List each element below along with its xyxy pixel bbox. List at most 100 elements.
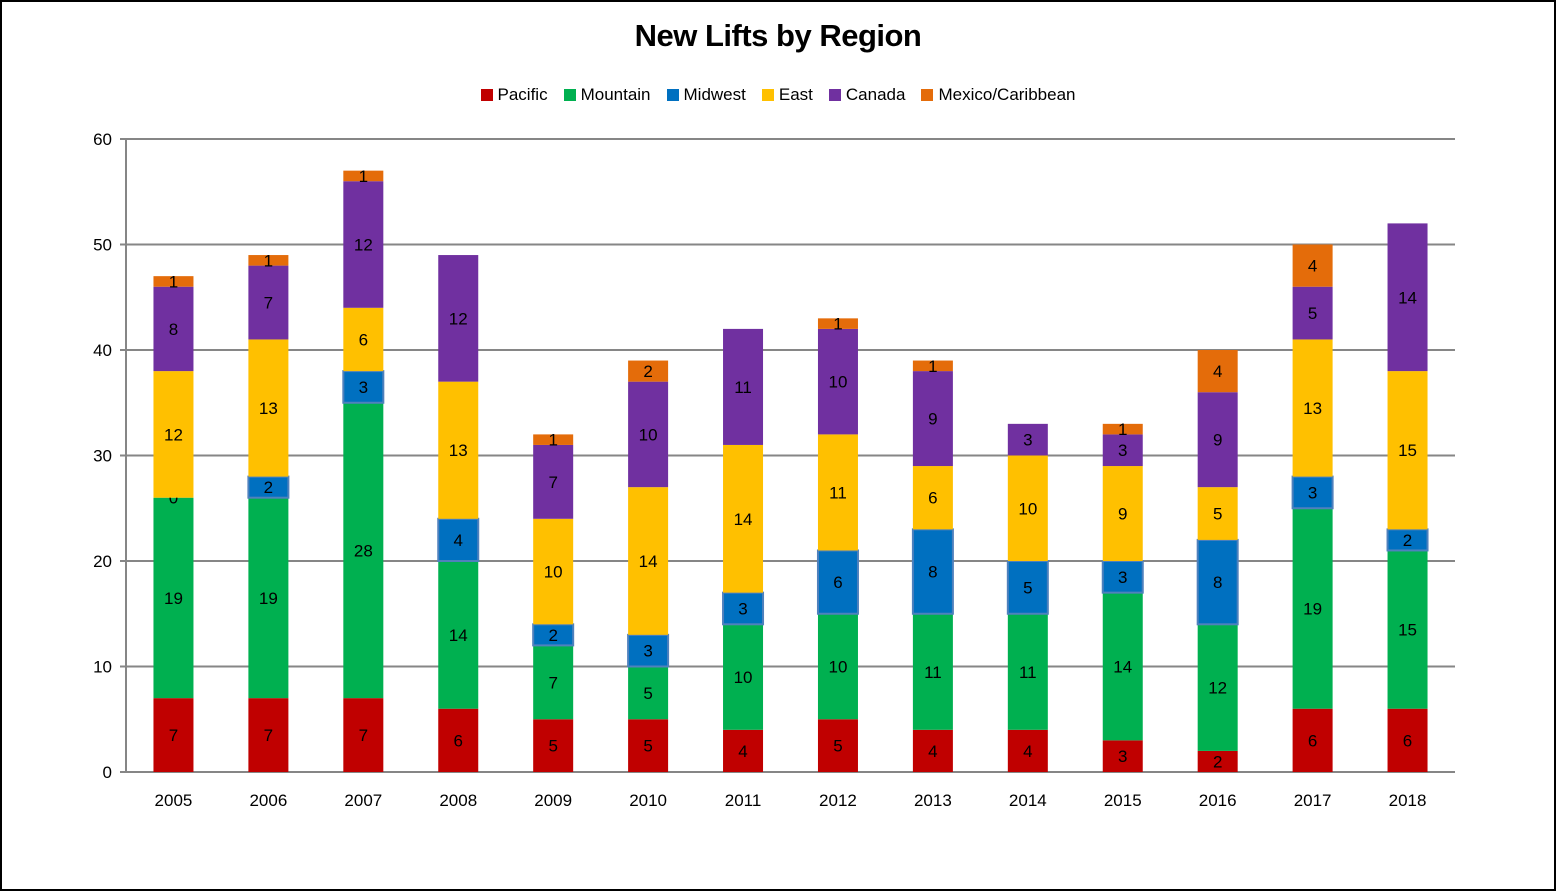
data-label: 9 [1118, 505, 1127, 524]
data-label: 12 [164, 425, 183, 444]
data-label: 14 [639, 552, 658, 571]
y-tick-label: 0 [103, 763, 112, 782]
x-tick-label: 2009 [534, 791, 572, 810]
legend-item-pacific: Pacific [480, 85, 548, 105]
data-label: 10 [734, 668, 753, 687]
data-label: 11 [829, 483, 847, 502]
data-label: 3 [359, 378, 368, 397]
data-label: 3 [1118, 747, 1127, 766]
data-label: 9 [928, 410, 937, 429]
legend-label: East [778, 85, 813, 104]
bar-segment-canada [723, 328, 764, 445]
data-label: 5 [1308, 304, 1317, 323]
data-label: 2 [1213, 752, 1222, 771]
data-label: 19 [259, 589, 278, 608]
bar-segment-mexico-caribbean [1102, 423, 1143, 435]
bar-segment-pacific [1007, 729, 1048, 772]
data-label: 5 [1023, 578, 1032, 597]
data-label: 19 [164, 589, 183, 608]
chart-title: New Lifts by Region [634, 18, 922, 53]
x-tick-label: 2007 [344, 791, 382, 810]
bar-segment-mexico-caribbean [817, 318, 858, 329]
data-label: 4 [1213, 362, 1222, 381]
bar-segment-canada [817, 328, 858, 435]
data-label: 3 [738, 599, 747, 618]
data-label: 6 [928, 489, 937, 508]
legend-item-east: East [761, 85, 813, 105]
data-label: 10 [829, 658, 848, 677]
data-label: 1 [928, 357, 937, 376]
x-tick-label: 2006 [249, 791, 287, 810]
bar-segment-pacific [912, 729, 953, 772]
legend-label: Midwest [683, 85, 746, 104]
bar-segment-midwest [722, 591, 765, 626]
bar-segment-mountain [628, 666, 669, 720]
legend-item-mountain: Mountain [563, 85, 651, 105]
data-label: 5 [643, 737, 652, 756]
bar-segment-mountain [153, 497, 194, 699]
data-label: 12 [354, 236, 373, 255]
bar-segment-canada [1387, 223, 1428, 372]
bar-segment-midwest [627, 633, 670, 668]
y-tick-label: 50 [93, 236, 112, 255]
bar-segment-midwest [911, 528, 954, 615]
bar-segment-east [343, 307, 384, 372]
data-label: 5 [548, 737, 557, 756]
bar-segment-east [1102, 466, 1143, 561]
bar-segment-canada [248, 265, 289, 340]
bar-segment-pacific [628, 719, 669, 772]
bar-segment-midwest [342, 370, 385, 404]
data-label: 7 [169, 726, 178, 745]
x-tick-label: 2016 [1199, 791, 1237, 810]
data-label: 11 [734, 378, 752, 397]
data-label: 3 [1118, 568, 1127, 587]
data-label: 19 [1303, 599, 1322, 618]
bar-segment-mexico-caribbean [248, 255, 289, 266]
data-label: 10 [639, 425, 658, 444]
x-tick-label: 2015 [1104, 791, 1142, 810]
data-label: 12 [1208, 679, 1227, 698]
bar-segment-mountain [1007, 613, 1048, 730]
data-label: 7 [264, 726, 273, 745]
bar-segment-mountain [533, 645, 574, 720]
data-label: 3 [1118, 441, 1127, 460]
data-label: 1 [169, 272, 178, 291]
data-label: 3 [643, 642, 652, 661]
data-label: 7 [359, 726, 368, 745]
data-label: 6 [359, 330, 368, 349]
bar-segment-pacific [248, 698, 289, 772]
legend-item-midwest: Midwest [666, 85, 746, 105]
data-label: 8 [928, 563, 937, 582]
legend-item-canada: Canada [828, 85, 906, 105]
bar-segment-pacific [438, 708, 479, 772]
legend-swatch [563, 89, 576, 101]
data-label: 4 [928, 742, 937, 761]
x-tick-label: 2011 [725, 791, 762, 810]
data-label: 8 [1213, 573, 1222, 592]
bar-segment-mexico-caribbean [533, 434, 574, 445]
data-label: 10 [1018, 499, 1037, 518]
bar-segment-east [1387, 371, 1428, 530]
bar-segment-pacific [1387, 708, 1428, 772]
bar-segment-pacific [817, 719, 858, 772]
bar-segment-mountain [438, 561, 479, 709]
data-label: 6 [833, 573, 842, 592]
bar-segment-mountain [1197, 624, 1238, 751]
bar-segment-mountain [912, 613, 953, 730]
data-label: 11 [924, 663, 942, 682]
legend-label: Canada [845, 85, 906, 104]
data-label: 3 [1308, 483, 1317, 502]
data-label: 9 [1213, 431, 1222, 450]
bar-segment-midwest [1196, 538, 1239, 626]
y-tick-label: 20 [93, 552, 112, 571]
bar-segment-canada [533, 444, 574, 519]
bar-segment-mountain [343, 402, 384, 699]
data-label: 14 [734, 510, 753, 529]
bar-segment-pacific [1197, 750, 1238, 772]
bar-segment-mexico-caribbean [912, 360, 953, 372]
data-label: 2 [643, 362, 652, 381]
bar-segment-mountain [817, 613, 858, 720]
y-tick-label: 10 [93, 658, 112, 677]
data-label: 0 [169, 489, 178, 508]
data-label: 10 [544, 563, 563, 582]
